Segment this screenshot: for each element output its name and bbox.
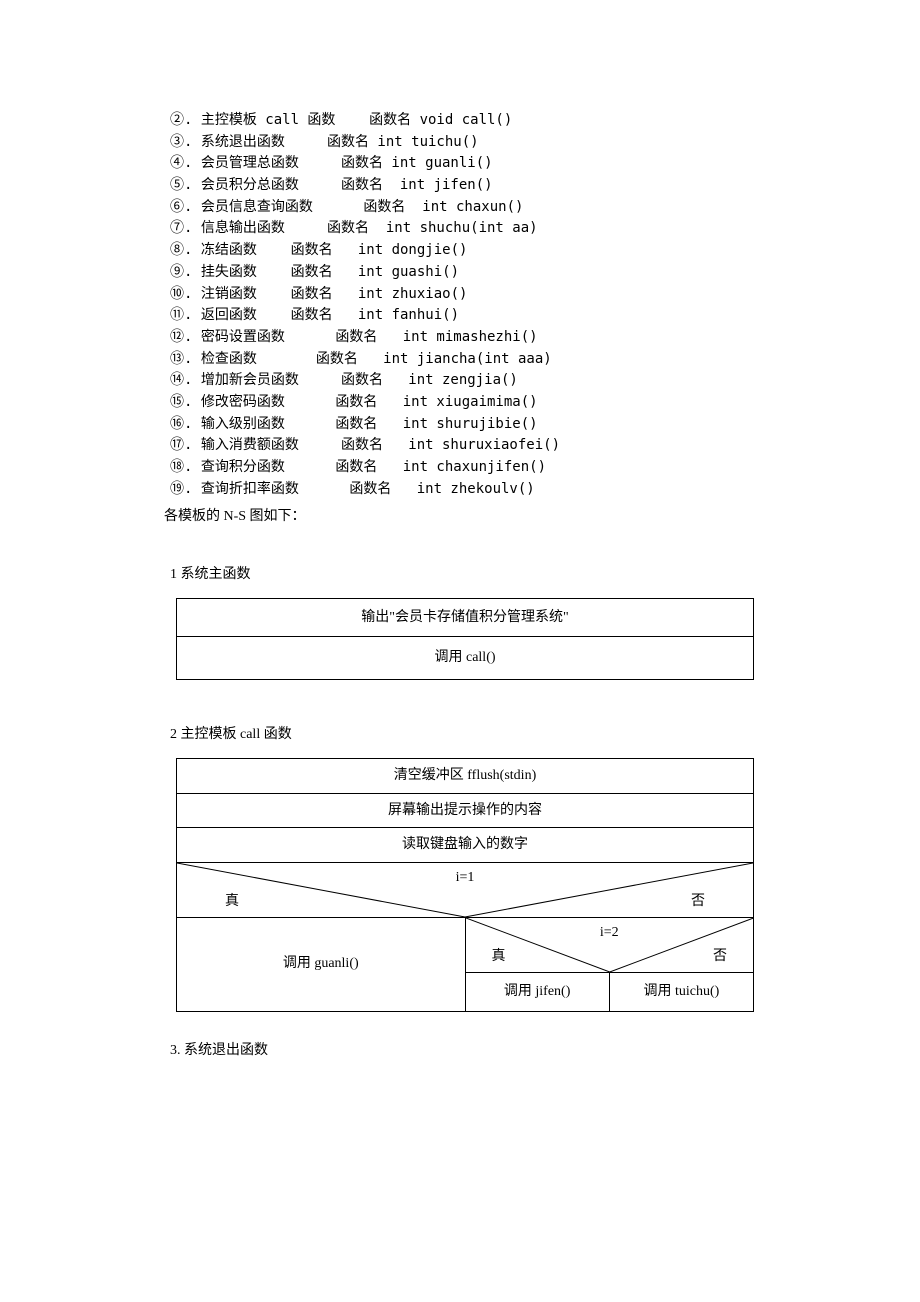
sub-branch-row: 调用 jifen() 调用 tuichu() [466,972,754,1011]
call-jifen: 调用 jifen() [466,973,610,1011]
section1-title: 1 系统主函数 [170,564,840,586]
func-item: ⑯. 输入级别函数 函数名 int shurujibie() [170,414,840,436]
cond-true-label: 真 [225,891,239,913]
func-item: ②. 主控模板 call 函数 函数名 void call() [170,110,840,132]
diagram-row: 屏幕输出提示操作的内容 [177,793,753,828]
document-page: ②. 主控模板 call 函数 函数名 void call() ③. 系统退出函… [0,0,920,1121]
call-tuichu: 调用 tuichu() [610,973,753,1011]
func-item: ⑨. 挂失函数 函数名 int guashi() [170,262,840,284]
call-guanli: 调用 guanli() [283,953,359,975]
section3-title: 3. 系统退出函数 [170,1040,840,1062]
func-item: ⑥. 会员信息查询函数 函数名 int chaxun() [170,197,840,219]
cond-true-label: 真 [492,946,506,968]
func-item: ⑮. 修改密码函数 函数名 int xiugaimima() [170,392,840,414]
ns-diagram-main: 输出"会员卡存储值积分管理系统" 调用 call() [176,598,754,680]
func-item: ⑬. 检查函数 函数名 int jiancha(int aaa) [170,349,840,371]
section2-title: 2 主控模板 call 函数 [170,724,840,746]
diagram-row: 清空缓冲区 fflush(stdin) [177,759,753,793]
diagram-row: 读取键盘输入的数字 [177,827,753,862]
func-item: ⑭. 增加新会员函数 函数名 int zengjia() [170,370,840,392]
ns-diagram-call: 清空缓冲区 fflush(stdin) 屏幕输出提示操作的内容 读取键盘输入的数… [176,758,754,1012]
cond-expr: i=2 [466,922,754,944]
func-item: ⑲. 查询折扣率函数 函数名 int zhekoulv() [170,479,840,501]
func-item: ⑫. 密码设置函数 函数名 int mimashezhi() [170,327,840,349]
cond-expr: i=1 [177,867,753,889]
function-list: ②. 主控模板 call 函数 函数名 void call() ③. 系统退出函… [170,110,840,500]
func-item: ⑦. 信息输出函数 函数名 int shuchu(int aa) [170,218,840,240]
ns-note: 各模板的 N-S 图如下： [164,506,840,528]
diagram-row: 调用 call() [177,636,753,679]
branch-row: 调用 guanli() i=2 真 否 调用 jifen() 调用 tuichu… [177,917,753,1011]
diagram-row: 输出"会员卡存储值积分管理系统" [177,599,753,637]
condition-block-i1: i=1 真 否 [177,862,753,917]
cond-false-label: 否 [691,891,705,913]
branch-left: 调用 guanli() [177,918,466,1011]
condition-block-i2: i=2 真 否 [466,918,754,972]
func-item: ⑧. 冻结函数 函数名 int dongjie() [170,240,840,262]
func-item: ⑱. 查询积分函数 函数名 int chaxunjifen() [170,457,840,479]
func-item: ③. 系统退出函数 函数名 int tuichu() [170,132,840,154]
cond-false-label: 否 [713,946,727,968]
branch-right: i=2 真 否 调用 jifen() 调用 tuichu() [466,918,754,1011]
func-item: ⑤. 会员积分总函数 函数名 int jifen() [170,175,840,197]
func-item: ⑩. 注销函数 函数名 int zhuxiao() [170,284,840,306]
func-item: ⑪. 返回函数 函数名 int fanhui() [170,305,840,327]
func-item: ⑰. 输入消费额函数 函数名 int shuruxiaofei() [170,435,840,457]
func-item: ④. 会员管理总函数 函数名 int guanli() [170,153,840,175]
